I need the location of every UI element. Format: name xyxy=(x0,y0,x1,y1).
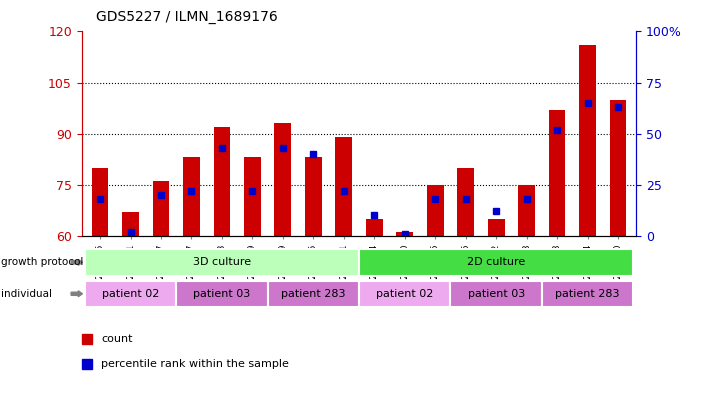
Text: patient 02: patient 02 xyxy=(102,289,159,299)
Bar xyxy=(396,232,413,236)
Text: patient 283: patient 283 xyxy=(281,289,346,299)
Bar xyxy=(359,249,634,275)
Text: patient 283: patient 283 xyxy=(555,289,620,299)
Text: patient 03: patient 03 xyxy=(193,289,250,299)
Text: individual: individual xyxy=(1,289,52,299)
Bar xyxy=(488,219,505,236)
Text: 2D culture: 2D culture xyxy=(467,257,525,267)
Text: GDS5227 / ILMN_1689176: GDS5227 / ILMN_1689176 xyxy=(96,9,278,24)
Bar xyxy=(359,281,451,307)
Bar xyxy=(542,281,634,307)
Bar xyxy=(549,110,565,236)
Bar xyxy=(366,219,383,236)
Text: patient 02: patient 02 xyxy=(376,289,434,299)
Bar xyxy=(579,45,596,236)
Bar xyxy=(267,281,359,307)
Bar xyxy=(244,158,261,236)
Bar xyxy=(336,137,352,236)
Text: count: count xyxy=(101,334,133,344)
Bar xyxy=(183,158,200,236)
Bar xyxy=(305,158,321,236)
Text: 3D culture: 3D culture xyxy=(193,257,251,267)
Bar xyxy=(457,168,474,236)
Text: percentile rank within the sample: percentile rank within the sample xyxy=(101,358,289,369)
Bar xyxy=(274,123,292,236)
Bar xyxy=(92,168,108,236)
Bar xyxy=(153,181,169,236)
Text: growth protocol: growth protocol xyxy=(1,257,83,267)
Bar xyxy=(451,281,542,307)
Bar xyxy=(427,185,444,236)
Bar xyxy=(518,185,535,236)
Bar xyxy=(85,249,359,275)
Bar xyxy=(213,127,230,236)
Text: patient 03: patient 03 xyxy=(468,289,525,299)
Bar xyxy=(122,212,139,236)
Bar xyxy=(85,281,176,307)
Bar xyxy=(610,99,626,236)
Bar xyxy=(176,281,267,307)
